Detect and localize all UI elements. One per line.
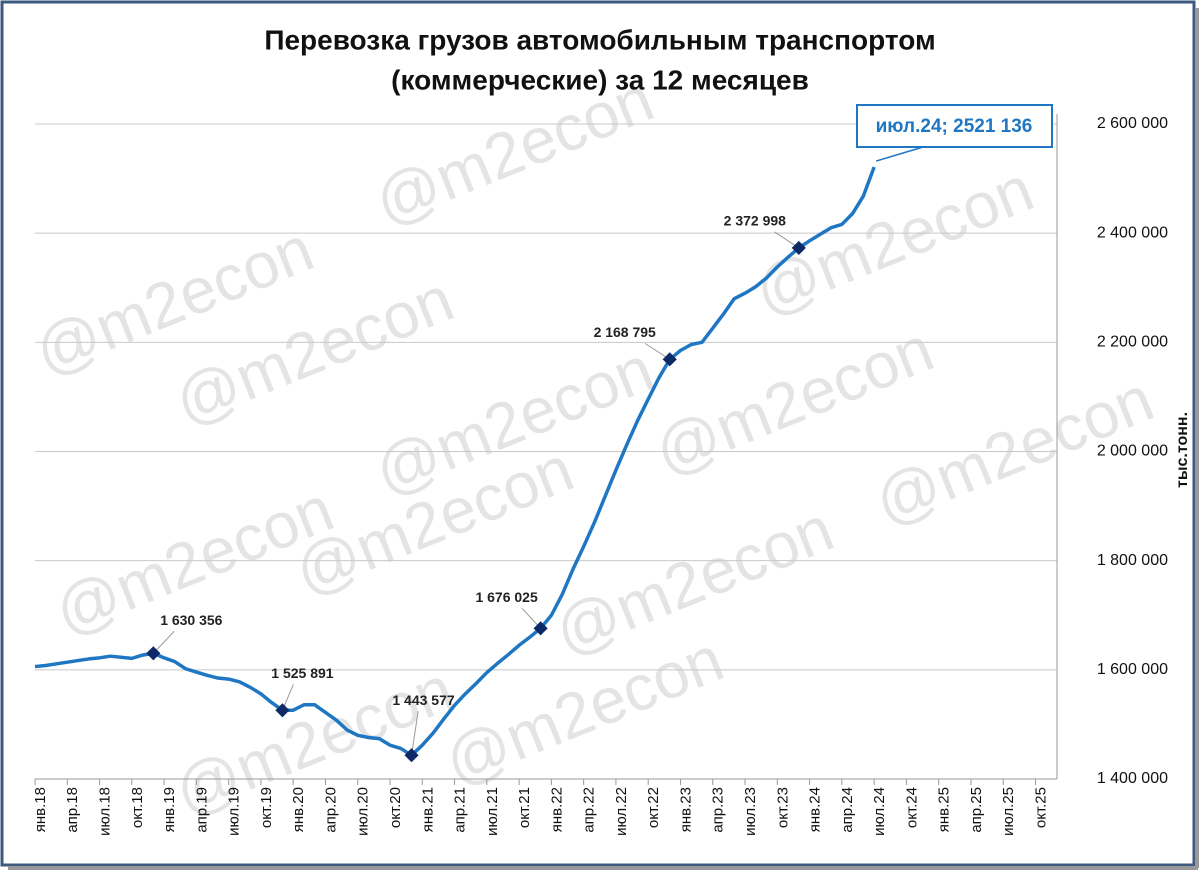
y-tick-label: 2 000 000 [1097, 443, 1168, 460]
x-tick-label: июл.25 [1000, 787, 1017, 836]
x-tick-label: июл.19 [226, 787, 243, 836]
x-tick-label: янв.25 [936, 787, 953, 832]
x-tick-label: июл.18 [97, 787, 114, 836]
x-tick-label: янв.23 [677, 787, 694, 832]
data-label: 1 443 577 [392, 692, 454, 708]
x-tick-label: янв.18 [32, 787, 49, 832]
shadow [1195, 8, 1199, 868]
x-tick-label: апр.19 [193, 787, 210, 833]
x-tick-label: окт.22 [645, 787, 662, 828]
data-label: 2 168 795 [594, 324, 656, 340]
x-tick-label: июл.23 [742, 787, 759, 836]
point-marker [791, 240, 806, 255]
annotation-box [856, 104, 1053, 148]
y-tick-label: 1 800 000 [1097, 552, 1168, 569]
x-tick-label: окт.19 [258, 787, 275, 828]
x-tick-label: апр.20 [322, 787, 339, 833]
x-tick-label: июл.20 [355, 787, 372, 836]
point-marker [404, 748, 419, 763]
data-label: 1 630 356 [160, 612, 222, 628]
chart-subtitle: (коммерческие) за 12 месяцев [391, 64, 809, 95]
x-tick-label: янв.22 [548, 787, 565, 832]
y-tick-label: 2 400 000 [1097, 224, 1168, 241]
x-tick-label: апр.21 [452, 787, 469, 833]
y-tick-label: 1 600 000 [1097, 661, 1168, 678]
y-tick-label: 2 600 000 [1097, 115, 1168, 132]
shadow [8, 866, 1198, 870]
y-tick-label: 2 200 000 [1097, 334, 1168, 351]
x-tick-label: янв.24 [807, 787, 824, 832]
x-tick-label: апр.23 [710, 787, 727, 833]
x-tick-label: окт.25 [1032, 787, 1049, 828]
x-tick-label: янв.19 [161, 787, 178, 832]
leader-line [411, 711, 419, 756]
leader-line [152, 630, 175, 654]
point-marker [146, 646, 161, 661]
x-tick-label: апр.18 [64, 787, 81, 833]
x-tick-label: июл.22 [613, 787, 630, 836]
x-tick-label: янв.20 [290, 787, 307, 832]
data-label: 1 676 025 [475, 589, 537, 605]
x-tick-label: апр.25 [968, 787, 985, 833]
x-tick-label: янв.21 [419, 787, 436, 832]
chart-title: Перевозка грузов автомобильным транспорт… [264, 24, 935, 55]
annotation-label: июл.24; 2521 136 [876, 116, 1033, 137]
point-marker [275, 703, 290, 718]
x-tick-label: июл.21 [484, 787, 501, 836]
point-marker [662, 352, 677, 367]
y-tick-label: 1 400 000 [1097, 770, 1168, 787]
data-label: 1 525 891 [271, 665, 333, 681]
x-tick-label: окт.18 [129, 787, 146, 828]
y-axis-label: тыс.тонн. [1174, 412, 1191, 488]
x-tick-label: апр.24 [839, 787, 856, 833]
x-tick-label: июл.24 [871, 787, 888, 836]
data-label: 2 372 998 [724, 213, 786, 229]
line [34, 166, 876, 757]
x-tick-label: окт.20 [387, 787, 404, 828]
x-tick-label: окт.24 [903, 787, 920, 828]
point-marker [533, 621, 548, 636]
x-tick-label: апр.22 [581, 787, 598, 833]
x-tick-label: окт.23 [774, 787, 791, 828]
x-tick-label: окт.21 [516, 787, 533, 828]
